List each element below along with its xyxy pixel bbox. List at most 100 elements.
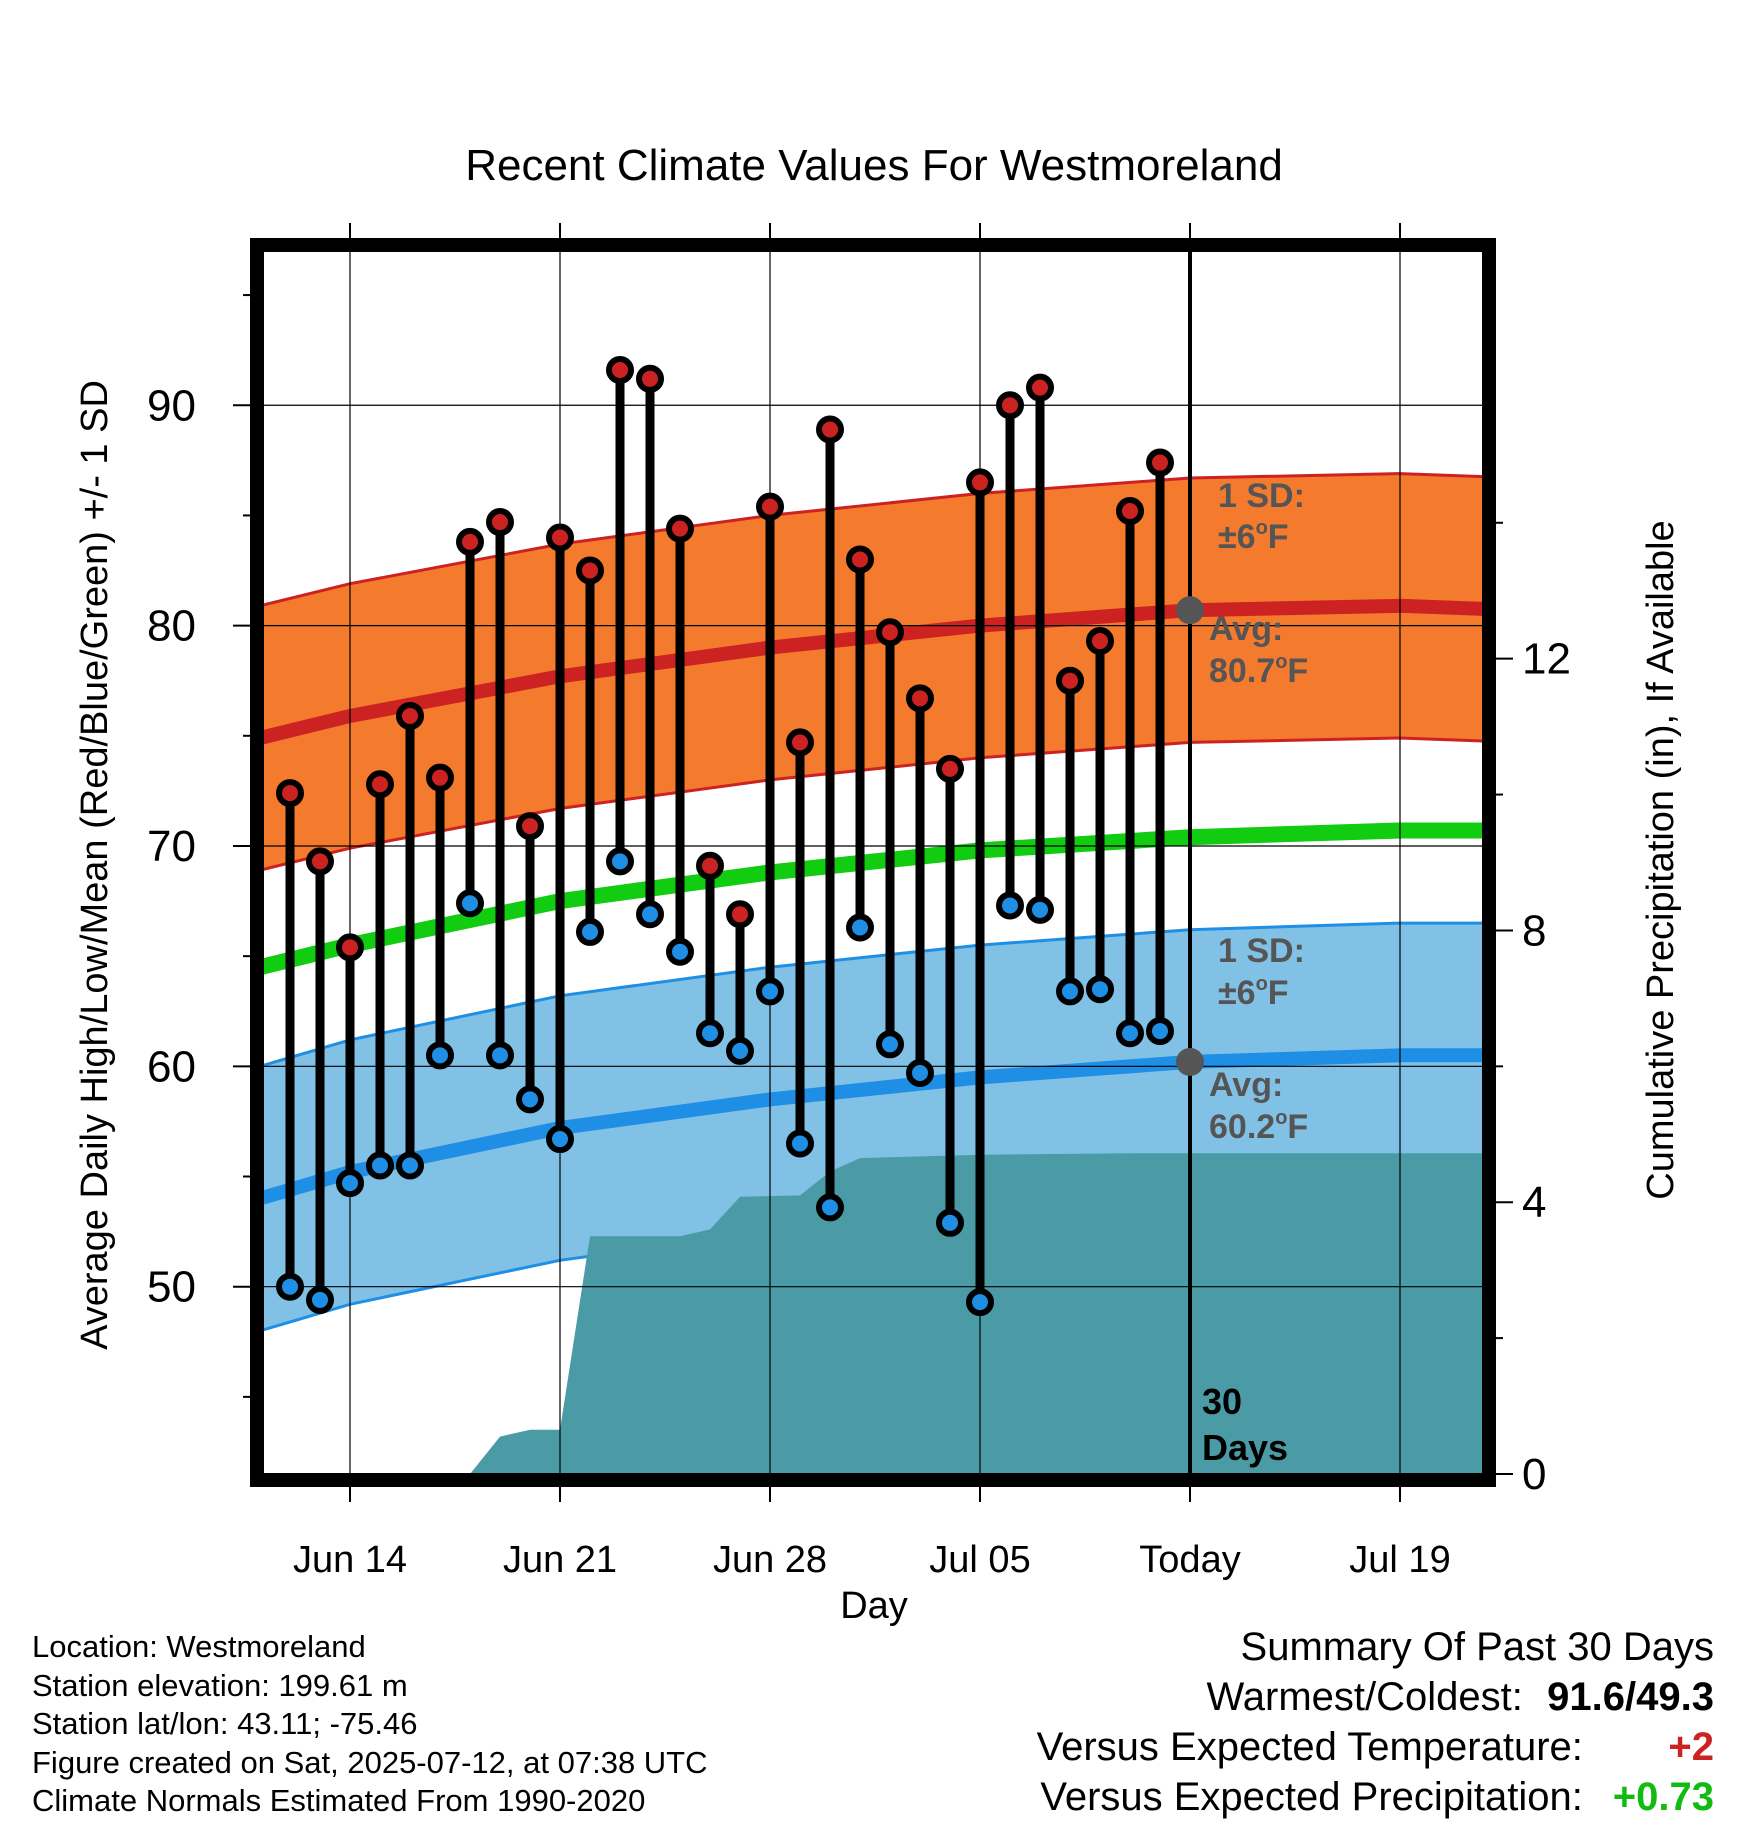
daily-low-point bbox=[906, 1058, 934, 1087]
daily-high-point bbox=[576, 556, 604, 585]
daily-high-point bbox=[486, 508, 514, 537]
daily-high-point bbox=[906, 684, 934, 713]
days-count-label: 30 bbox=[1202, 1381, 1242, 1422]
daily-high-point bbox=[606, 355, 634, 384]
daily-high-point bbox=[636, 364, 664, 393]
summary-panel: Summary Of Past 30 Days Warmest/Coldest:… bbox=[1037, 1622, 1714, 1822]
daily-low-point bbox=[666, 937, 694, 966]
low-sd-value: ±6oF bbox=[1218, 973, 1289, 1012]
daily-high-point bbox=[1116, 497, 1144, 526]
daily-high-point bbox=[816, 415, 844, 444]
daily-low-point bbox=[426, 1041, 454, 1070]
high-avg-label: Avg: bbox=[1209, 610, 1283, 648]
y-tick-label: 60 bbox=[147, 1042, 196, 1091]
temp-label: Versus Expected Temperature: bbox=[1036, 1725, 1583, 1769]
daily-high-point bbox=[546, 523, 574, 552]
daily-low-point bbox=[546, 1125, 574, 1154]
location-text: Location: Westmoreland bbox=[32, 1629, 366, 1664]
daily-low-point bbox=[456, 889, 484, 918]
precip-area bbox=[263, 1153, 1483, 1474]
daily-low-point bbox=[336, 1169, 364, 1198]
daily-high-point bbox=[276, 779, 304, 808]
warm-cold-row: Warmest/Coldest: 91.6/49.3 bbox=[1037, 1672, 1715, 1722]
daily-low-point bbox=[516, 1085, 544, 1114]
normal-mean-line bbox=[263, 822, 1483, 975]
climate-chart: Recent Climate Values For Westmoreland 1… bbox=[74, 141, 1682, 1627]
y2-axis-label: Cumulative Precipitation (in), If Availa… bbox=[1640, 520, 1682, 1199]
warm-cold-label: Warmest/Coldest: bbox=[1206, 1675, 1523, 1719]
warm-cold-value: 91.6/49.3 bbox=[1547, 1675, 1714, 1719]
daily-low-point bbox=[1026, 895, 1054, 924]
daily-low-point bbox=[756, 977, 784, 1006]
y-tick-label: 90 bbox=[147, 381, 196, 430]
high-sd-value: ±6oF bbox=[1218, 517, 1289, 556]
temp-row: Versus Expected Temperature: +2 bbox=[1037, 1722, 1714, 1772]
summary-title: Summary Of Past 30 Days bbox=[1240, 1625, 1714, 1669]
daily-low-point bbox=[726, 1036, 754, 1065]
daily-high-point bbox=[306, 847, 334, 876]
daily-high-point bbox=[336, 933, 364, 962]
y-tick-label: 50 bbox=[147, 1263, 196, 1312]
daily-low-point bbox=[846, 913, 874, 942]
x-axis-label: Day bbox=[840, 1585, 908, 1627]
high-avg-value: 80.7oF bbox=[1209, 651, 1308, 690]
daily-low-point bbox=[486, 1041, 514, 1070]
created-text: Figure created on Sat, 2025-07-12, at 07… bbox=[32, 1744, 708, 1780]
daily-high-point bbox=[876, 618, 904, 647]
daily-high-point bbox=[1026, 373, 1054, 402]
daily-high-point bbox=[516, 812, 544, 841]
x-tick-label: Jul 19 bbox=[1349, 1539, 1450, 1581]
avg-low-marker bbox=[1176, 1047, 1204, 1076]
high-sd-band-lower-edge bbox=[263, 736, 1483, 872]
daily-low-point bbox=[696, 1019, 724, 1048]
x-tick-label: Today bbox=[1139, 1539, 1240, 1581]
daily-high-point bbox=[1146, 448, 1174, 477]
daily-high-point bbox=[396, 701, 424, 730]
daily-high-point bbox=[456, 527, 484, 556]
daily-low-point bbox=[876, 1030, 904, 1059]
y2-tick-label: 0 bbox=[1522, 1450, 1546, 1499]
daily-low-point bbox=[786, 1129, 814, 1158]
daily-low-point bbox=[396, 1151, 424, 1180]
daily-low-point bbox=[1116, 1019, 1144, 1048]
x-tick-label: Jun 14 bbox=[293, 1539, 407, 1581]
daily-high-point bbox=[756, 492, 784, 521]
daily-low-point bbox=[936, 1208, 964, 1237]
precip-value: +0.73 bbox=[1612, 1775, 1714, 1819]
low-sd-label: 1 SD: bbox=[1218, 932, 1305, 970]
daily-low-point bbox=[636, 900, 664, 929]
y-axis-label: Average Daily High/Low/Mean (Red/Blue/Gr… bbox=[74, 380, 116, 1350]
latlon-text: Station lat/lon: 43.11; -75.46 bbox=[32, 1706, 418, 1741]
avg-high-marker bbox=[1176, 596, 1204, 625]
x-tick-label: Jul 05 bbox=[929, 1539, 1030, 1581]
daily-low-point bbox=[576, 917, 604, 946]
daily-high-point bbox=[366, 770, 394, 799]
high-sd-band-upper-edge bbox=[263, 472, 1483, 607]
daily-low-point bbox=[996, 891, 1024, 920]
normal-high-line bbox=[263, 598, 1483, 745]
axes: Jun 14 Jun 21 Jun 28 Jul 05 Today Jul 19 50 60 7… bbox=[147, 223, 1571, 1581]
daily-low-point bbox=[1086, 975, 1114, 1004]
daily-high-point bbox=[936, 754, 964, 783]
daily-low-point bbox=[276, 1272, 304, 1301]
y2-tick-label: 8 bbox=[1522, 906, 1546, 955]
daily-low-point bbox=[1056, 977, 1084, 1006]
days-word-label: Days bbox=[1202, 1427, 1288, 1468]
plot-frame bbox=[250, 238, 1496, 1487]
low-avg-value: 60.2oF bbox=[1209, 1107, 1308, 1146]
daily-high-point bbox=[966, 468, 994, 497]
x-tick-label: Jun 28 bbox=[713, 1539, 827, 1581]
x-tick-label: Jun 21 bbox=[503, 1539, 617, 1581]
daily-high-point bbox=[1086, 627, 1114, 656]
high-sd-band bbox=[263, 473, 1483, 870]
daily-high-point bbox=[696, 851, 724, 880]
y-tick-label: 80 bbox=[147, 602, 196, 651]
y2-tick-label: 4 bbox=[1522, 1178, 1546, 1227]
high-sd-label: 1 SD: bbox=[1218, 477, 1305, 515]
precip-label: Versus Expected Precipitation: bbox=[1040, 1775, 1583, 1819]
elevation-text: Station elevation: 199.61 m bbox=[32, 1667, 408, 1703]
daily-low-point bbox=[306, 1285, 334, 1314]
daily-high-point bbox=[726, 900, 754, 929]
daily-low-point bbox=[816, 1193, 844, 1222]
